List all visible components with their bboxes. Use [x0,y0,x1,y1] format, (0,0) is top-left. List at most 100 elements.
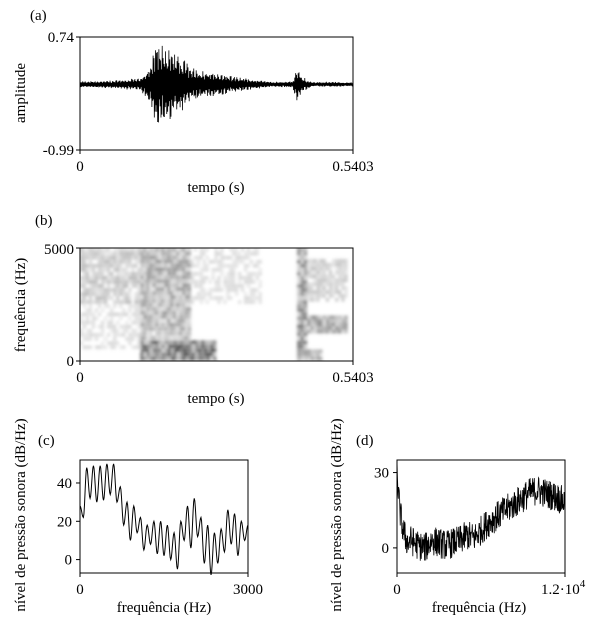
spectrogram-cell-1 [128,316,132,321]
spectrogram-cell-5 [229,268,233,272]
spectrogram-cell-0 [92,284,95,288]
spectrogram-cell-6 [300,276,304,280]
spectrogram-cell-8 [338,294,342,298]
spectrogram-cell-0 [86,268,89,272]
spectrogram-cell-8 [341,278,345,282]
spectrogram-cell-0 [101,288,104,292]
spectrogram-cell-2 [146,311,150,315]
spectrogram-cell-3 [158,340,162,344]
spectrogram-cell-3 [189,348,192,353]
spectrogram-cell-4 [185,336,188,340]
spectrogram-cell-3 [177,356,180,361]
spectrogram-cell-8 [319,263,323,267]
spectrogram-cell-0 [125,264,129,268]
spectrogram-cell-5 [232,268,236,272]
spectrogram-cell-1 [92,320,95,325]
spectrogram-cell-8 [307,286,311,290]
spectrogram-cell-2 [188,291,191,295]
spectrogram-cell-5 [247,284,250,288]
spectrogram-cell-2 [146,323,150,327]
spectrogram-cell-5 [214,284,218,288]
spectrogram-cell-2 [188,295,191,299]
spectrogram-cell-0 [98,292,101,296]
spectrogram-cell-3 [140,344,144,348]
spectrogram-cell-0 [119,280,123,284]
spectrogram-cell-1 [104,345,107,349]
spectrogram-cell-8 [332,290,336,294]
spectrogram-cell-0 [92,276,95,280]
spectrogram-cell-9 [313,349,317,353]
spectrogram-cell-6 [297,268,301,272]
spectrogram-cell-0 [107,288,111,292]
spectrogram-cell-4 [179,331,182,336]
spectrogram-cell-2 [143,251,147,256]
spectrogram-cell-1 [131,304,135,308]
spectrogram-cell-0 [110,272,114,276]
spectrogram-cell-2 [143,299,147,303]
spectrogram-cell-9 [302,349,305,353]
spectrogram-cell-5 [256,264,259,268]
spectrogram-cell-4 [140,331,144,336]
spectrogram-cell-8 [322,282,326,286]
spectrogram-cell-3 [183,340,186,344]
spectrogram-cell-3 [186,356,189,361]
spectrogram-cell-1 [119,316,123,321]
spectrogram-cell-3 [140,356,144,361]
spectrogram-cell-0 [92,264,95,268]
spectrogram-cell-1 [134,304,138,308]
spectrogram-cell-4 [143,336,147,340]
spectrogram-cell-3 [158,348,162,353]
spectrogram-cell-2 [155,287,159,291]
spectrogram-cell-2 [170,299,174,303]
spectrogram-cell-6 [300,300,304,304]
spectrogram-cell-1 [122,325,126,329]
spectrogram-cell-7 [316,323,320,326]
spectrogram-cell-2 [164,319,168,323]
spectrogram-cell-6 [297,276,301,280]
spectrogram-cell-0 [98,268,101,272]
spectrogram-cell-2 [155,299,159,303]
spectrogram-cell-0 [122,252,126,256]
spectrogram-cell-7 [307,326,311,330]
spectrogram-cell-0 [101,252,104,256]
spectrogram-cell-6 [304,320,308,324]
spectrogram-cell-2 [170,291,174,295]
spectrogram-cell-5 [202,292,206,296]
spectrogram-cell-3 [198,348,201,353]
spectrogram-cell-5 [217,252,221,256]
spectrogram-cell-9 [308,357,311,361]
spectrogram-cell-3 [204,352,208,357]
panel-c-line [79,463,249,576]
spectrogram-cell-7 [313,319,317,323]
spectrogram-cell-1 [119,312,123,317]
spectrogram-cell-4 [188,336,191,340]
spectrogram-cell-3 [192,340,195,344]
spectrogram-cell-5 [256,276,259,280]
spectrogram-cell-2 [185,311,188,315]
spectrogram-cell-1 [110,308,114,312]
spectrogram-cell-5 [253,292,256,296]
spectrogram-cell-1 [80,312,83,317]
spectrogram-cell-2 [149,283,153,287]
spectrogram-cell-7 [313,326,317,330]
spectrogram-cell-1 [110,320,114,325]
spectrogram-cell-5 [194,296,197,300]
spectrogram-cell-4 [152,336,156,340]
spectrogram-cell-9 [308,353,311,357]
spectrogram-cell-3 [189,344,192,348]
spectrogram-cell-0 [101,264,104,268]
spectrogram-cell-2 [152,299,156,303]
spectrogram-cell-3 [161,348,165,353]
spectrogram-cell-5 [200,256,203,260]
spectrogram-cell-5 [217,260,221,264]
spectrogram-cell-5 [197,292,200,296]
spectrogram-cell-2 [179,315,182,319]
spectrogram-cell-0 [86,252,89,256]
spectrogram-cell-5 [202,288,206,292]
spectrogram-cell-7 [316,330,320,334]
spectrogram-cell-7 [310,323,314,326]
spectrogram-cell-1 [134,320,138,325]
spectrogram-cell-0 [119,260,123,264]
spectrogram-cell-2 [173,251,176,256]
spectrogram-cell-6 [300,260,304,264]
